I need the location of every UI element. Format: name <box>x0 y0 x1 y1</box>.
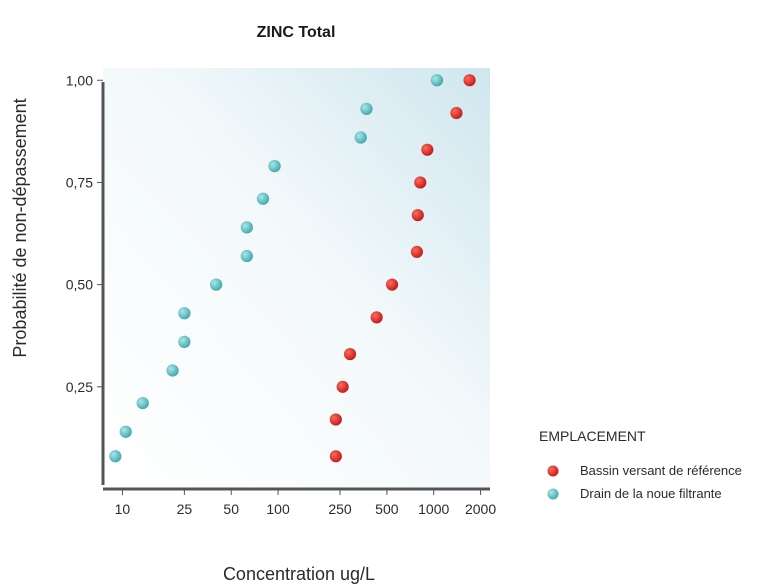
data-point-series-2 <box>136 396 150 410</box>
plot-background <box>103 68 490 490</box>
data-point-series-2 <box>109 450 122 463</box>
y-axis-label: Probabilité de non-dépassement <box>10 98 30 357</box>
data-point-series-1 <box>385 278 399 291</box>
data-points <box>109 73 476 463</box>
y-tick-label: 1,00 <box>66 72 93 88</box>
data-point-series-1 <box>411 208 425 222</box>
y-tick-label: 0,50 <box>66 277 93 293</box>
data-point-series-2 <box>354 131 368 144</box>
x-tick-label: 100 <box>266 501 290 517</box>
x-tick-label: 10 <box>115 501 131 517</box>
y-tick-label: 0,75 <box>66 174 93 190</box>
legend-marker-series-2 <box>547 488 559 500</box>
data-point-series-1 <box>343 347 357 361</box>
x-tick-label: 250 <box>328 501 352 517</box>
x-axis: 10 25 50 100 250 500 1000 2000 <box>103 487 496 517</box>
data-point-series-2 <box>268 159 281 173</box>
data-point-series-2 <box>178 306 191 320</box>
data-point-series-1 <box>370 311 383 324</box>
data-point-series-1 <box>329 413 343 426</box>
data-point-series-1 <box>450 106 463 120</box>
data-point-series-2 <box>240 249 254 263</box>
data-point-series-2 <box>430 73 444 87</box>
data-point-series-2 <box>360 102 373 116</box>
data-point-series-1 <box>329 450 343 463</box>
data-point-series-2 <box>166 364 179 377</box>
data-point-series-2 <box>209 278 223 291</box>
legend-label-series-2: Drain de la noue filtrante <box>580 486 722 501</box>
y-tick-label: 0,25 <box>66 379 93 395</box>
legend-title: EMPLACEMENT <box>539 428 646 444</box>
data-point-series-1 <box>421 143 434 157</box>
legend: EMPLACEMENT Bassin versant de référence D… <box>539 428 742 501</box>
legend-marker-series-1 <box>547 465 559 477</box>
data-point-series-2 <box>256 192 270 206</box>
data-point-series-2 <box>178 335 191 349</box>
data-point-series-2 <box>119 425 133 439</box>
y-axis: 0,25 0,50 0,75 1,00 <box>66 72 105 485</box>
data-point-series-1 <box>336 380 349 394</box>
x-tick-label: 25 <box>177 501 193 517</box>
chart-title: ZINC Total <box>257 24 336 41</box>
data-point-series-1 <box>463 73 476 87</box>
x-tick-label: 2000 <box>465 501 496 517</box>
x-axis-label: Concentration ug/L <box>223 564 375 584</box>
data-point-series-2 <box>240 221 254 234</box>
data-point-series-1 <box>413 176 427 189</box>
x-tick-label: 50 <box>223 501 239 517</box>
x-tick-label: 500 <box>375 501 399 517</box>
legend-label-series-1: Bassin versant de référence <box>580 463 742 478</box>
data-point-series-1 <box>410 245 424 259</box>
x-tick-label: 1000 <box>418 501 449 517</box>
